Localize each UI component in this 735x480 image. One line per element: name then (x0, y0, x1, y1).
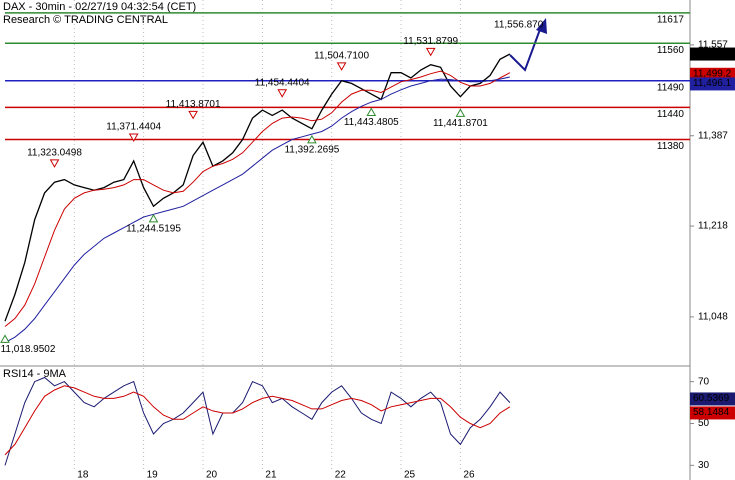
x-tick-label: 21 (265, 470, 277, 480)
level-label: 11617 (657, 14, 685, 25)
series-line (4, 70, 511, 327)
price-badge-label: 11,540.8 (693, 48, 732, 59)
x-tick-label: 25 (404, 470, 416, 480)
price-badge-label: 11,496.1 (693, 78, 732, 89)
price-badge-label: 11,499.2 (693, 68, 732, 79)
rsi-title: RSI14 - 9MA (3, 368, 67, 380)
pivot-marker (49, 159, 60, 168)
series-line (4, 76, 511, 344)
pivot-marker (455, 108, 466, 117)
pivot-marker (277, 89, 288, 98)
pivot-marker (366, 107, 377, 117)
y-tick-label: 11,218 (698, 221, 728, 232)
pivot-marker (128, 133, 139, 143)
pivot-label: 11,441.8701 (433, 118, 488, 129)
pivot-label: 11,531.8799 (403, 36, 458, 47)
pivot-label: 11,413.8701 (166, 99, 221, 110)
y-tick-label: 11,048 (698, 312, 728, 323)
rsi-badge (690, 392, 735, 406)
pivot-label: 11,443.4805 (344, 117, 399, 128)
rsi-badge-label: 58.1484 (693, 407, 730, 418)
pivot-label: 11,244.5195 (126, 224, 181, 235)
rsi-badge (690, 406, 735, 420)
pivot-marker (0, 334, 10, 343)
pivot-label: 11,018.9502 (1, 344, 56, 355)
series-line (4, 376, 511, 466)
forecast-arrowhead (536, 18, 547, 34)
y-tick-label: 70 (698, 376, 710, 387)
series-line (4, 53, 511, 322)
series-line (4, 385, 511, 456)
price-badge (690, 77, 735, 91)
x-tick-label: 19 (147, 470, 159, 480)
forecast-label: 11,556.870 (494, 20, 544, 31)
pivot-marker (425, 47, 436, 57)
pivot-label: 11,323.0498 (27, 148, 82, 159)
pivot-label: 11,504.7100 (314, 50, 369, 61)
x-tick-label: 20 (206, 470, 218, 480)
level-label: 11490 (657, 82, 685, 93)
pivot-label: 11,454.4404 (255, 77, 310, 88)
level-label: 11440 (657, 109, 685, 120)
x-tick-label: 18 (77, 470, 89, 480)
forecast-arrow (509, 23, 543, 72)
y-tick-label: 11,557 (698, 40, 728, 51)
price-badge (690, 47, 735, 61)
level-label: 11380 (657, 141, 685, 152)
y-tick-label: 50 (698, 418, 710, 429)
level-label: 11560 (657, 45, 685, 56)
pivot-marker (188, 110, 198, 120)
chart-title: DAX - 30min - 02/27/19 04:32:54 (CET) (3, 1, 196, 13)
chart-subtitle: Research © TRADING CENTRAL (3, 14, 168, 26)
pivot-marker (307, 134, 317, 144)
pivot-label: 11,371.4404 (106, 122, 161, 133)
pivot-marker (148, 213, 159, 223)
rsi-badge-label: 60.5369 (693, 393, 730, 404)
x-tick-label: 26 (463, 470, 475, 480)
y-tick-label: 11,387 (698, 130, 728, 141)
pivot-marker (336, 62, 347, 71)
pivot-label: 11,392.2695 (284, 145, 339, 156)
y-tick-label: 30 (698, 460, 710, 471)
x-tick-label: 22 (335, 470, 347, 480)
